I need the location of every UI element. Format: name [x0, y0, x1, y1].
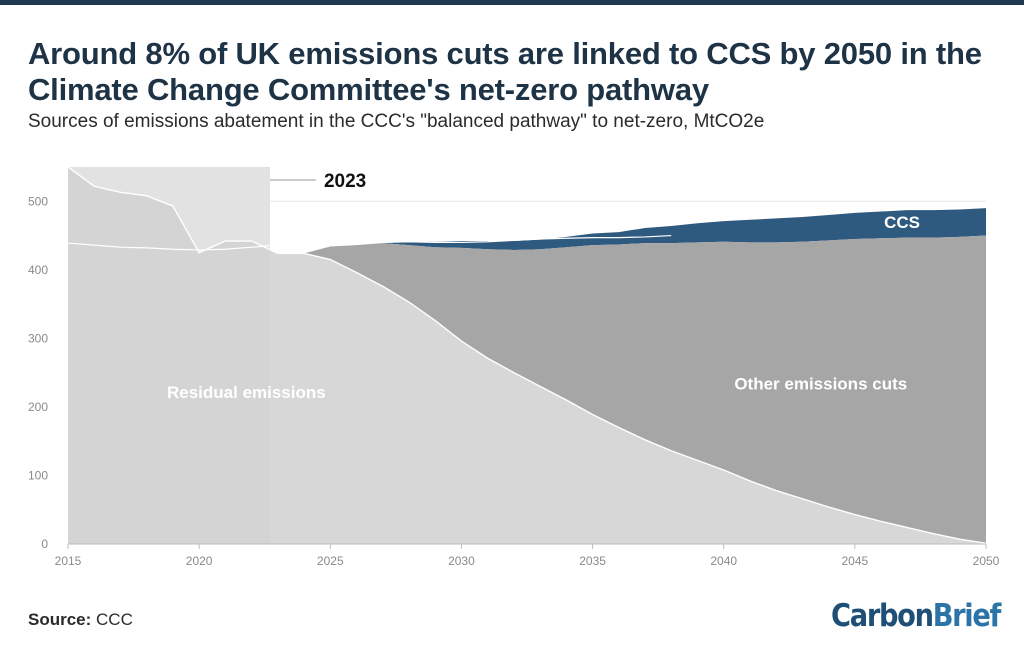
series-residual-area	[68, 167, 986, 544]
area-series	[67, 166, 987, 545]
x-tick-label-2050: 2050	[973, 554, 1000, 568]
y-tick-label-400: 400	[28, 263, 48, 277]
y-tick-label-100: 100	[28, 468, 48, 482]
x-tick-label-2020: 2020	[186, 554, 213, 568]
stacked-area-chart: 2015 2020 2025 2030 2035 2040 2045 2050 0 100 200 3…	[28, 166, 1000, 568]
other-cuts-boundary-line	[67, 234, 672, 251]
x-tick-label-2015: 2015	[55, 554, 82, 568]
y-tick-label-300: 300	[28, 331, 48, 345]
series-ccs-area	[68, 167, 986, 254]
x-tick-label-2040: 2040	[710, 554, 737, 568]
annotation-2023: 2023	[324, 171, 366, 192]
series-other-cuts-area	[68, 167, 986, 544]
x-tick-label-2025: 2025	[317, 554, 344, 568]
label-ccs: CCS	[884, 213, 920, 232]
x-tick-label-2045: 2045	[842, 554, 869, 568]
top-accent-bar	[0, 0, 1024, 5]
y-tick-label-200: 200	[28, 400, 48, 414]
series-labels: Residual emissions Other emissions cuts CC…	[167, 213, 920, 402]
source-value: CCC	[96, 610, 133, 629]
x-tick-label-2030: 2030	[448, 554, 475, 568]
annotations: 2023	[269, 171, 366, 192]
x-tick-label-2035: 2035	[579, 554, 606, 568]
chart-title: Around 8% of UK emissions cuts are linke…	[28, 36, 982, 107]
carbon-brief-logo: CarbonBrief	[830, 598, 1002, 634]
source-label: Source:	[28, 610, 92, 629]
source-note: Source: CCC	[28, 610, 133, 630]
axes: 2015 2020 2025 2030 2035 2040 2045 2050 0 100 200 3…	[28, 194, 1000, 568]
chart-subtitle: Sources of emissions abatement in the CC…	[28, 111, 765, 132]
logo-part-brief: Brief	[932, 598, 1002, 634]
label-other-emissions-cuts: Other emissions cuts	[734, 374, 907, 393]
residual-boundary-line	[67, 166, 987, 545]
label-residual-emissions: Residual emissions	[167, 383, 326, 402]
logo-part-carbon: Carbon	[830, 598, 934, 634]
y-tick-label-500: 500	[28, 194, 48, 208]
y-tick-label-0: 0	[41, 537, 48, 551]
